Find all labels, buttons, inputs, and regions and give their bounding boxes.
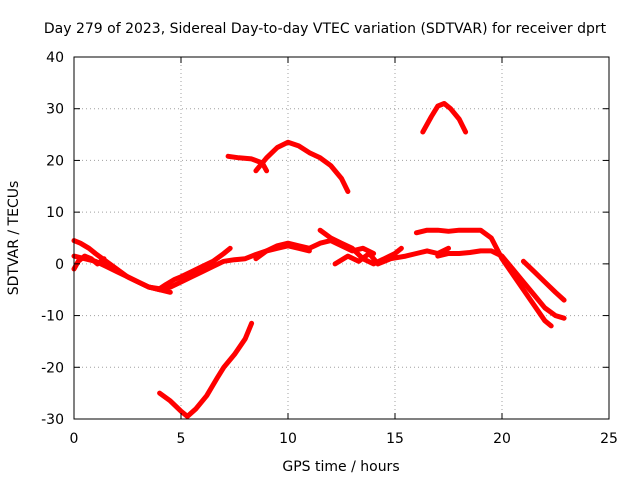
x-tick-label: 20 (493, 431, 511, 447)
chart-title: Day 279 of 2023, Sidereal Day-to-day VTE… (44, 21, 607, 37)
series-line-arc-2 (71, 238, 173, 295)
series-group (71, 101, 567, 419)
y-tick-label: 30 (46, 102, 64, 118)
x-tick-label: 15 (386, 431, 404, 447)
x-ticks: 0 5 10 15 20 25 (70, 57, 618, 447)
series-line-arc-4 (146, 243, 312, 293)
series-line-arc-13 (420, 101, 469, 135)
x-tick-label: 25 (600, 431, 618, 447)
series-line-arc-8 (413, 227, 554, 329)
series-line-arc-14 (157, 320, 255, 419)
x-tick-label: 5 (177, 431, 186, 447)
x-tick-label: 0 (70, 431, 79, 447)
y-tick-label: 20 (46, 153, 64, 169)
series-line-arc-9 (435, 248, 567, 321)
y-tick-label: -20 (41, 360, 64, 376)
grid-lines (74, 57, 609, 419)
series-line-arc-10 (520, 258, 567, 303)
y-tick-label: -30 (41, 412, 64, 428)
series-line-arc-3 (71, 253, 107, 272)
x-tick-label: 10 (279, 431, 297, 447)
plot-frame (73, 56, 610, 420)
series-line-arc-12 (253, 139, 351, 194)
series-line-arc-11 (225, 153, 270, 174)
y-tick-label: 40 (46, 50, 64, 66)
y-tick-label: -10 (41, 309, 64, 325)
y-tick-label: 0 (55, 257, 64, 273)
y-ticks: -30 -20 -10 0 10 20 30 40 (41, 50, 609, 428)
y-axis-label: SDTVAR / TECUs (6, 181, 22, 296)
x-axis-label: GPS time / hours (282, 459, 399, 475)
y-tick-label: 10 (46, 205, 64, 221)
series-line-arc-7 (332, 245, 451, 267)
